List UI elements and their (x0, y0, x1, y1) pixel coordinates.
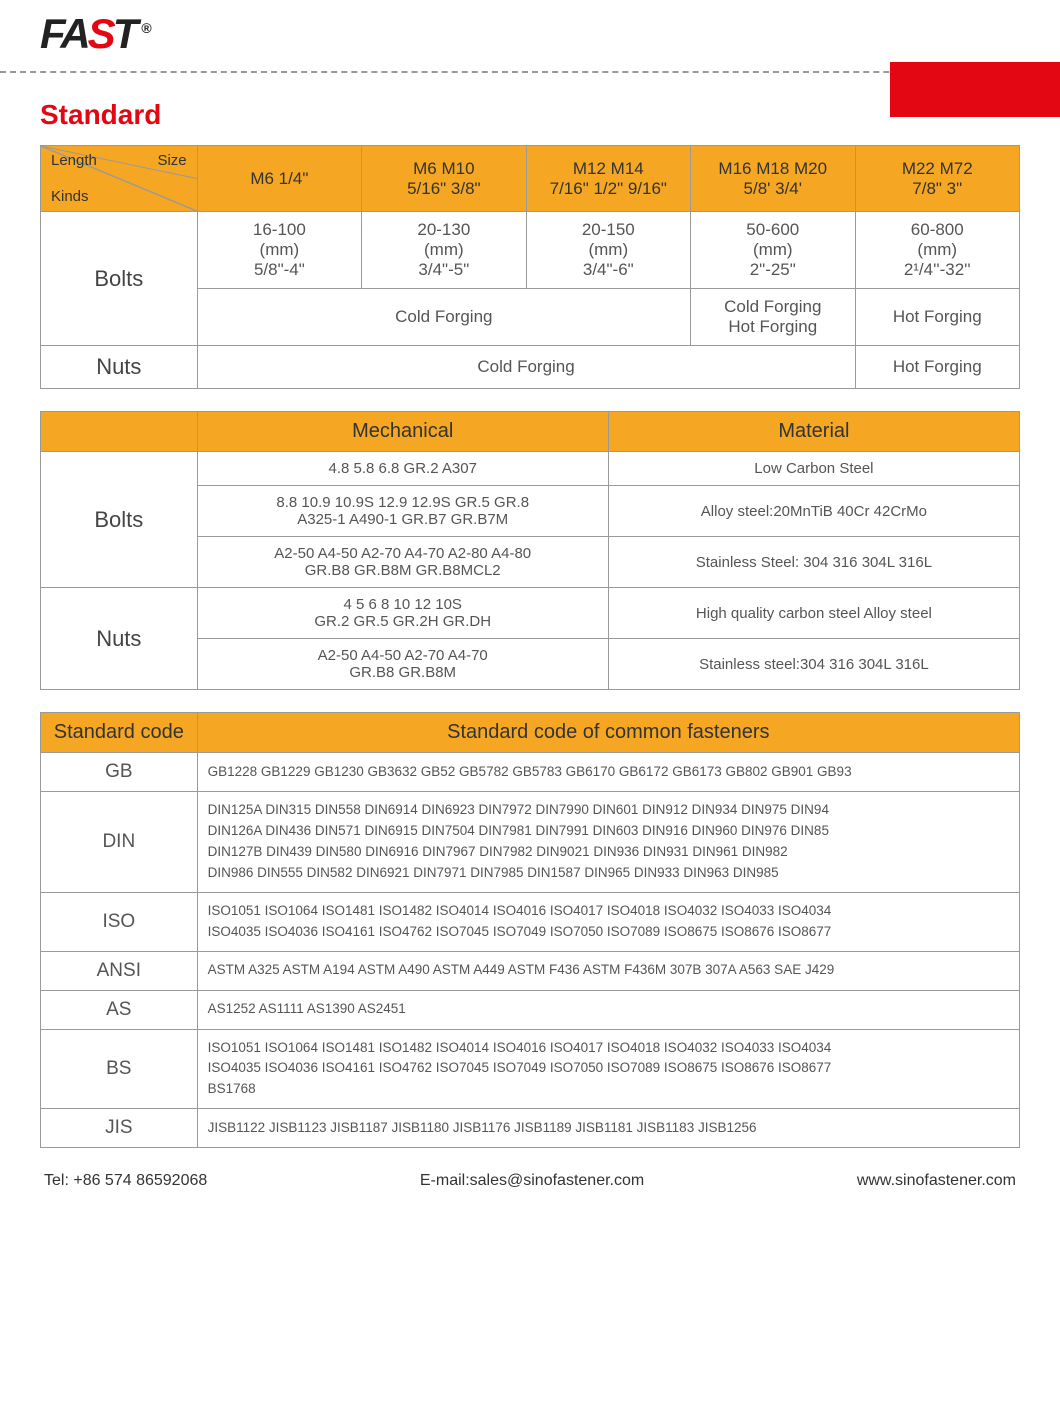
size-header: M6 M105/16" 3/8" (362, 146, 526, 212)
mech-material-table: Mechanical Material Bolts4.8 5.8 6.8 GR.… (40, 411, 1020, 690)
std-label: AS (41, 990, 198, 1029)
footer-email: E-mail:sales@sinofastener.com (420, 1172, 644, 1190)
size-table: Length Size Kinds M6 1/4" M6 M105/16" 3/… (40, 145, 1020, 389)
size-header: M16 M18 M205/8' 3/4' (691, 146, 855, 212)
size-header: M22 M727/8" 3" (855, 146, 1020, 212)
cell: Cold Forging (197, 289, 690, 346)
standard-code-table: Standard code Standard code of common fa… (40, 712, 1020, 1148)
size-header: M6 1/4" (197, 146, 361, 212)
mech-cell: A2-50 A4-50 A2-70 A4-70 A2-80 A4-80GR.B8… (197, 537, 608, 588)
mech-header: Mechanical (197, 412, 608, 452)
mat-cell: Stainless steel:304 316 304L 316L (608, 639, 1019, 690)
footer-web: www.sinofastener.com (857, 1172, 1016, 1190)
std-label: BS (41, 1029, 198, 1109)
section-heading: Standard (40, 99, 1020, 131)
mat-cell: Stainless Steel: 304 316 304L 316L (608, 537, 1019, 588)
footer: Tel: +86 574 86592068 E-mail:sales@sinof… (40, 1172, 1020, 1190)
stdcode-header-right: Standard code of common fasteners (197, 713, 1019, 753)
cell: 20-130(mm)3/4"-5" (362, 212, 526, 289)
cell: 20-150(mm)3/4"-6" (526, 212, 690, 289)
mat-header: Material (608, 412, 1019, 452)
mech-cell: A2-50 A4-50 A2-70 A4-70GR.B8 GR.B8M (197, 639, 608, 690)
std-codes: GB1228 GB1229 GB1230 GB3632 GB52 GB5782 … (197, 753, 1019, 792)
mat-cell: High quality carbon steel Alloy steel (608, 588, 1019, 639)
cell: 60-800(mm)2¹/4''-32'' (855, 212, 1020, 289)
bolts-row-label: Bolts (41, 452, 198, 588)
diag-header: Length Size Kinds (41, 146, 198, 212)
bolts-row-label: Bolts (41, 212, 198, 346)
cell: Hot Forging (855, 346, 1020, 389)
std-codes: DIN125A DIN315 DIN558 DIN6914 DIN6923 DI… (197, 792, 1019, 893)
std-label: DIN (41, 792, 198, 893)
cell: Cold Forging (197, 346, 855, 389)
std-label: ANSI (41, 951, 198, 990)
side-tab (890, 62, 1060, 117)
nuts-row-label: Nuts (41, 588, 198, 690)
std-label: GB (41, 753, 198, 792)
mat-cell: Low Carbon Steel (608, 452, 1019, 486)
cell: Hot Forging (855, 289, 1020, 346)
mech-cell: 4 5 6 8 10 12 10SGR.2 GR.5 GR.2H GR.DH (197, 588, 608, 639)
footer-tel: Tel: +86 574 86592068 (44, 1172, 207, 1190)
std-label: JIS (41, 1109, 198, 1148)
cell: 16-100(mm)5/8"-4" (197, 212, 361, 289)
mat-cell: Alloy steel:20MnTiB 40Cr 42CrMo (608, 486, 1019, 537)
mech-cell: 4.8 5.8 6.8 GR.2 A307 (197, 452, 608, 486)
std-codes: ISO1051 ISO1064 ISO1481 ISO1482 ISO4014 … (197, 1029, 1019, 1109)
cell: 50-600(mm)2"-25" (691, 212, 855, 289)
stdcode-header-left: Standard code (41, 713, 198, 753)
std-label: ISO (41, 892, 198, 951)
std-codes: ISO1051 ISO1064 ISO1481 ISO1482 ISO4014 … (197, 892, 1019, 951)
std-codes: AS1252 AS1111 AS1390 AS2451 (197, 990, 1019, 1029)
nuts-row-label: Nuts (41, 346, 198, 389)
std-codes: ASTM A325 ASTM A194 ASTM A490 ASTM A449 … (197, 951, 1019, 990)
std-codes: JISB1122 JISB1123 JISB1187 JISB1180 JISB… (197, 1109, 1019, 1148)
brand-logo: FAST® (40, 10, 149, 58)
size-header: M12 M147/16" 1/2" 9/16" (526, 146, 690, 212)
cell: Cold ForgingHot Forging (691, 289, 855, 346)
mech-cell: 8.8 10.9 10.9S 12.9 12.9S GR.5 GR.8A325-… (197, 486, 608, 537)
blank-header (41, 412, 198, 452)
